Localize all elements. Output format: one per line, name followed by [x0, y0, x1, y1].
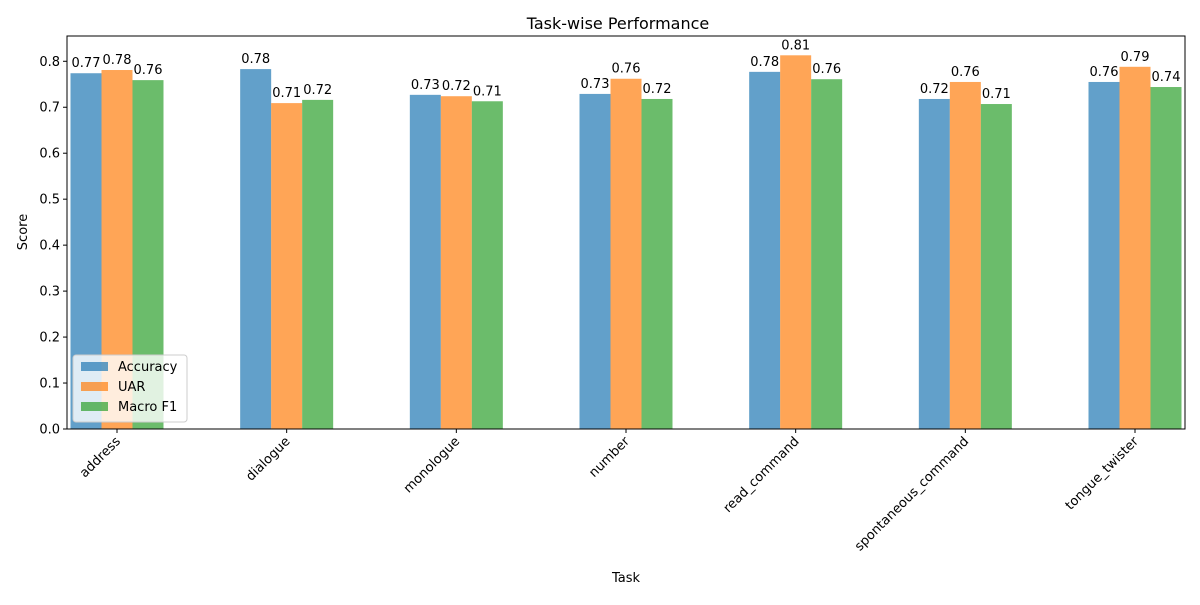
bar-macro-f1-number — [641, 98, 673, 430]
y-tick-label: 0.4 — [39, 239, 60, 254]
x-tick-label-spontaneous_command: spontaneous_command — [852, 434, 972, 554]
data-label: 0.78 — [103, 53, 132, 68]
bar-uar-monologue — [440, 96, 472, 429]
data-label: 0.72 — [303, 83, 332, 98]
bar-macro-f1-monologue — [471, 101, 503, 429]
data-label: 0.76 — [812, 62, 841, 77]
bar-uar-dialogue — [271, 103, 303, 430]
data-label: 0.71 — [473, 84, 502, 99]
data-label: 0.76 — [134, 63, 163, 78]
legend-label: Accuracy — [118, 360, 178, 375]
data-label: 0.72 — [920, 82, 949, 97]
legend-label: Macro F1 — [118, 400, 177, 415]
bar-accuracy-spontaneous_command — [918, 98, 950, 430]
data-label: 0.73 — [581, 77, 610, 92]
x-tick-label-number: number — [586, 434, 633, 481]
chart-title: Task-wise Performance — [526, 14, 710, 33]
bar-uar-number — [610, 78, 642, 429]
y-tick-label: 0.7 — [39, 101, 60, 116]
y-tick-label: 0.8 — [39, 55, 60, 70]
y-tick-label: 0.0 — [39, 423, 60, 438]
y-tick-label: 0.2 — [39, 331, 60, 346]
data-label: 0.76 — [951, 65, 980, 80]
legend-swatch-macro-f1 — [81, 402, 108, 411]
legend-swatch-uar — [81, 382, 108, 391]
data-label: 0.76 — [612, 62, 641, 77]
plot-area: 0.77 0.780.73 0.730.780.720.760.780.71 0.72… — [39, 35, 1186, 554]
bar-accuracy-number — [579, 93, 611, 430]
data-label: 0.72 — [643, 82, 672, 97]
data-label: 0.71 — [982, 87, 1011, 102]
data-label: 0.72 — [442, 79, 471, 94]
x-tick-label-tongue_twister: tongue_twister — [1063, 434, 1143, 514]
bar-accuracy-dialogue — [240, 69, 272, 430]
bar-macro-f1-tongue_twister — [1150, 87, 1182, 429]
x-tick-label-dialogue: dialogue — [243, 434, 293, 484]
legend-label: UAR — [118, 380, 145, 395]
data-label: 0.79 — [1121, 50, 1150, 65]
bar-uar-read_command — [780, 55, 812, 429]
bar-accuracy-read_command — [749, 71, 781, 429]
data-label: 0.81 — [781, 38, 810, 53]
bar-uar-spontaneous_command — [949, 81, 981, 430]
legend: Accuracy UAR Macro F1 — [72, 354, 188, 423]
x-tick-label-monologue: monologue — [401, 434, 463, 496]
x-tick-label-read_command: read_command — [721, 434, 803, 516]
bar-accuracy-tongue_twister — [1088, 81, 1120, 430]
bar-macro-f1-dialogue — [302, 99, 334, 429]
y-axis-label: Score — [16, 214, 31, 250]
data-label: 0.77 — [72, 56, 101, 71]
data-label: 0.74 — [1152, 70, 1181, 85]
bar-macro-f1-spontaneous_command — [980, 104, 1012, 429]
bar-accuracy-monologue — [409, 94, 441, 430]
data-label: 0.73 — [411, 78, 440, 93]
data-label: 0.76 — [1090, 65, 1119, 80]
data-label: 0.78 — [241, 52, 270, 67]
y-tick-label: 0.1 — [39, 377, 60, 392]
legend-swatch-accuracy — [81, 362, 108, 371]
bar-uar-tongue_twister — [1119, 66, 1151, 429]
y-tick-label: 0.5 — [39, 193, 60, 208]
data-label: 0.71 — [272, 86, 301, 101]
x-axis-label: Task — [611, 571, 641, 586]
y-tick-label: 0.3 — [39, 285, 60, 300]
data-label: 0.78 — [750, 55, 779, 70]
bar-macro-f1-read_command — [811, 79, 843, 429]
y-tick-label: 0.6 — [39, 147, 60, 162]
x-tick-label-address: address — [77, 434, 124, 481]
